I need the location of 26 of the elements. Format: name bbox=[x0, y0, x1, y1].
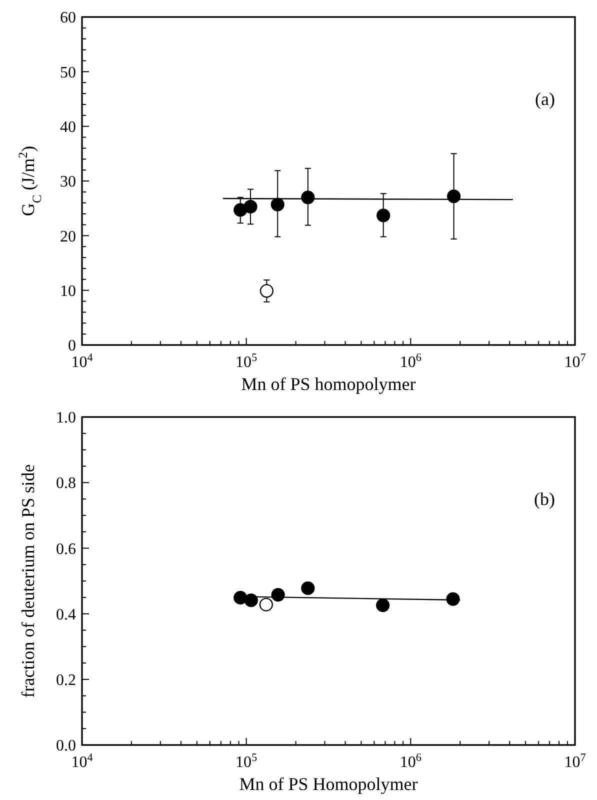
y-tick-label: 60 bbox=[60, 10, 76, 27]
x-tick-label: 10$^{6}$ bbox=[400, 752, 422, 771]
y-tick-label: 0.4 bbox=[56, 606, 76, 624]
x-tick-label: 10$^{4}$ bbox=[71, 752, 94, 771]
y-tick-label: 40 bbox=[60, 118, 76, 136]
y-axis-title: fraction of deuterium on PS side bbox=[18, 464, 38, 698]
x-tick-label: 10$^{7}$ bbox=[564, 752, 586, 771]
x-tick-label: 10$^{5}$ bbox=[236, 352, 258, 371]
x-axis-title: Mn of PS Homopolymer bbox=[239, 774, 418, 794]
y-tick-label: 50 bbox=[60, 64, 76, 82]
annotation: (b) bbox=[534, 489, 555, 509]
y-tick-label: 0.0 bbox=[56, 738, 76, 755]
x-axis-title: Mn of PS homopolymer bbox=[241, 374, 416, 394]
x-tick-label: 10$^{6}$ bbox=[400, 352, 422, 371]
x-tick-label: 10$^{5}$ bbox=[236, 752, 258, 771]
annotation: (a) bbox=[535, 89, 555, 109]
y-tick-label: 0.2 bbox=[56, 672, 76, 689]
y-tick-label: 0.6 bbox=[56, 540, 76, 558]
y-tick-label: 0 bbox=[68, 338, 76, 355]
x-tick-label: 10$^{7}$ bbox=[564, 352, 586, 371]
y-tick-label: 0.8 bbox=[56, 475, 76, 492]
x-tick-label: 10$^{4}$ bbox=[71, 352, 94, 371]
y-tick-label: 1.0 bbox=[56, 410, 76, 427]
y-tick-label: 30 bbox=[60, 174, 76, 191]
y-tick-label: 20 bbox=[60, 228, 76, 246]
y-tick-label: 10 bbox=[60, 282, 76, 300]
